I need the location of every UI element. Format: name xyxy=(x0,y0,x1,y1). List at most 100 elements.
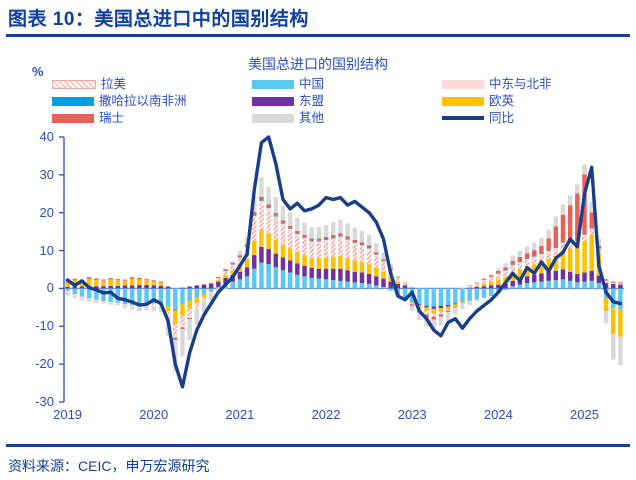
bar-segment xyxy=(603,311,609,324)
bar-segment xyxy=(374,254,379,255)
bar-segment xyxy=(381,260,386,262)
bar-segment xyxy=(129,279,135,286)
chart-legend: 拉美撒哈拉以南非洲 瑞士 中国 东盟 其他 中东与北非 欧英同比 xyxy=(52,76,630,124)
bar-segment xyxy=(323,242,329,258)
legend-item[interactable]: 东盟 xyxy=(252,93,324,109)
bar-segment xyxy=(151,306,156,312)
bar-segment xyxy=(158,288,164,303)
legend-item[interactable]: 欧英 xyxy=(442,93,552,109)
bar-segment xyxy=(424,307,429,312)
bar-segment xyxy=(129,305,135,307)
bar-segment xyxy=(517,284,523,289)
bar-segment xyxy=(503,271,508,278)
x-axis-tick-label: 2024 xyxy=(483,407,513,422)
x-axis-tick-label: 2023 xyxy=(397,407,427,422)
bar-segment xyxy=(503,288,508,290)
bar-segment xyxy=(266,233,271,250)
bar-segment xyxy=(438,308,444,312)
bar-segment xyxy=(180,324,185,328)
bar-segment xyxy=(359,230,365,243)
bar-segment xyxy=(158,305,164,312)
bar-segment xyxy=(165,288,171,307)
legend-item[interactable]: 瑞士 xyxy=(52,110,187,126)
bar-segment xyxy=(79,296,85,298)
bar-segment xyxy=(381,278,386,287)
bar-segment xyxy=(453,306,458,308)
bar-segment xyxy=(237,250,243,256)
bar-segment xyxy=(165,286,171,287)
bar-segment xyxy=(517,257,523,262)
bar-segment xyxy=(589,228,594,231)
bar-segment xyxy=(295,274,300,289)
bar-segment xyxy=(244,267,250,277)
bar-segment xyxy=(72,288,77,295)
bar-segment xyxy=(467,301,472,306)
bar-segment xyxy=(611,333,616,360)
bar-segment xyxy=(359,272,365,284)
bar-segment xyxy=(488,288,494,296)
bar-segment xyxy=(331,222,336,236)
bar-segment xyxy=(216,278,221,281)
legend-label: 同比 xyxy=(489,111,515,125)
bar-segment xyxy=(122,304,128,305)
bar-segment xyxy=(208,288,214,292)
bar-segment xyxy=(237,258,243,266)
bar-segment xyxy=(151,285,156,289)
bar-segment xyxy=(539,253,544,255)
bar-segment xyxy=(546,271,551,281)
bar-segment xyxy=(431,288,436,307)
bar-segment xyxy=(173,337,178,339)
bar-segment xyxy=(524,253,530,259)
bar-segment xyxy=(316,227,322,239)
bar-segment xyxy=(115,279,121,281)
legend-item[interactable]: 拉美 xyxy=(52,76,187,92)
bar-segment xyxy=(474,283,480,287)
bar-segment xyxy=(345,242,350,259)
legend-item[interactable]: 撒哈拉以南非洲 xyxy=(52,93,187,109)
bar-segment xyxy=(445,288,451,306)
bar-segment xyxy=(402,282,408,284)
bar-segment xyxy=(431,313,436,316)
bar-segment xyxy=(302,236,307,238)
legend-item[interactable]: 同比 xyxy=(442,110,552,126)
bar-segment xyxy=(323,239,329,240)
bar-segment xyxy=(395,281,401,284)
legend-item[interactable]: 其他 xyxy=(252,110,324,126)
bar-segment xyxy=(467,288,472,301)
bar-segment xyxy=(280,226,286,245)
bar-segment xyxy=(345,223,350,237)
bar-segment xyxy=(575,247,580,275)
bar-segment xyxy=(352,227,357,240)
bar-segment xyxy=(309,240,314,242)
bar-segment xyxy=(596,275,602,284)
legend-item[interactable]: 中东与北非 xyxy=(442,76,552,92)
bar-segment xyxy=(173,309,178,311)
bar-segment xyxy=(158,281,164,283)
bar-segment xyxy=(481,297,487,299)
bar-segment xyxy=(194,309,200,325)
bar-segment xyxy=(165,286,171,289)
legend-swatch-icon xyxy=(252,96,294,106)
legend-item[interactable]: 中国 xyxy=(252,76,324,92)
legend-swatch-icon xyxy=(442,79,484,89)
bar-segment xyxy=(237,255,243,257)
bar-segment xyxy=(388,281,393,289)
bar-segment xyxy=(575,282,580,289)
bar-segment xyxy=(524,260,530,267)
bar-segment xyxy=(201,284,207,285)
bar-segment xyxy=(187,286,192,289)
bar-segment xyxy=(532,264,537,275)
bar-segment xyxy=(445,310,451,311)
bar-segment xyxy=(280,244,286,258)
bar-segment xyxy=(567,243,573,249)
bar-segment xyxy=(474,299,480,302)
bar-segment xyxy=(496,271,501,274)
chart-container: 美国总进口的国别结构 % 拉美 撒哈拉以南非洲 瑞士 中国 东盟 其他 中东与北非 欧英 同比 … xyxy=(0,44,636,434)
bar-segment xyxy=(467,300,472,302)
bar-segment xyxy=(481,288,487,298)
bar-segment xyxy=(287,225,293,229)
legend-label: 拉美 xyxy=(101,77,127,91)
bar-segment xyxy=(201,294,207,298)
bar-segment xyxy=(151,288,156,304)
bar-segment xyxy=(208,291,214,293)
